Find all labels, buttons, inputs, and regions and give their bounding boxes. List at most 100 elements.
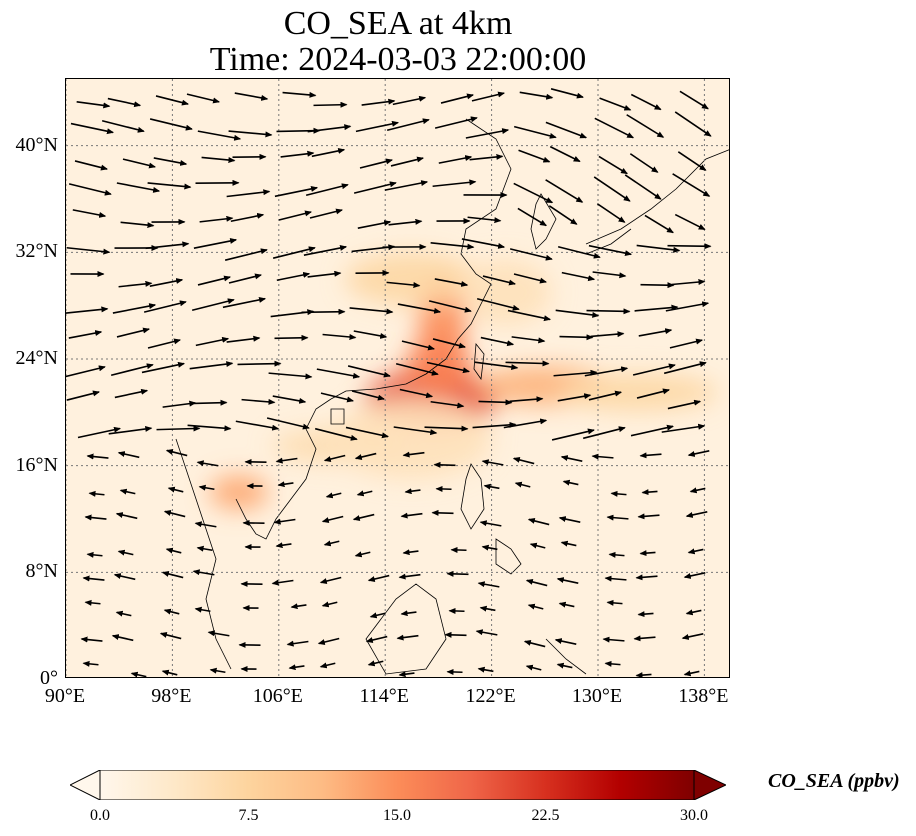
- wind-vector: [559, 334, 594, 341]
- colorbar-tick-label: 0.0: [90, 807, 110, 824]
- wind-vector: [86, 453, 109, 460]
- wind-vector: [84, 599, 101, 606]
- co-plume-8: [332, 399, 492, 479]
- wind-vector: [635, 672, 652, 677]
- wind-vector: [432, 179, 477, 188]
- wind-vector: [667, 243, 712, 250]
- wind-vector: [395, 362, 439, 376]
- wind-vector: [367, 660, 384, 667]
- wind-vector: [276, 271, 311, 282]
- wind-vector: [434, 278, 469, 287]
- lat-tick-label: 8°N: [25, 560, 58, 583]
- wind-vector: [361, 98, 396, 106]
- wind-vector: [72, 209, 107, 218]
- wind-vector: [222, 296, 267, 309]
- wind-vector: [307, 270, 342, 278]
- wind-vector: [687, 548, 704, 555]
- wind-vector: [434, 116, 478, 129]
- wind-vector: [167, 486, 184, 493]
- wind-vector: [116, 327, 150, 338]
- wind-vector: [606, 599, 623, 606]
- wind-vector: [553, 369, 598, 377]
- colorbar-gradient: [99, 770, 695, 800]
- wind-vector: [604, 575, 627, 582]
- wind-vector: [513, 182, 554, 204]
- wind-vector: [111, 634, 134, 642]
- wind-vector: [189, 361, 234, 370]
- wind-vector: [345, 426, 389, 439]
- wind-vector: [112, 303, 157, 314]
- wind-vector: [196, 545, 213, 552]
- wind-vector: [280, 150, 315, 158]
- wind-vector: [681, 633, 704, 640]
- wind-vector: [117, 549, 134, 556]
- wind-vector: [636, 244, 681, 253]
- lat-tick-label: 0°: [40, 667, 58, 689]
- wind-vector: [640, 282, 675, 289]
- wind-vector: [68, 183, 112, 196]
- wind-vector: [68, 330, 103, 339]
- wind-vector: [513, 125, 557, 139]
- colorbar-tick-label: 15.0: [383, 807, 411, 824]
- wind-vector: [352, 513, 375, 521]
- wind-vectors: [66, 88, 712, 677]
- wind-vector: [461, 238, 506, 249]
- wind-vector: [527, 603, 544, 610]
- co-plume-3: [558, 373, 718, 412]
- colorbar-label: CO_SEA (ppbv): [768, 770, 900, 792]
- wind-vector: [562, 479, 579, 486]
- wind-vector: [683, 670, 700, 677]
- wind-vector: [165, 547, 182, 554]
- lon-tick-label: 114°E: [359, 685, 409, 707]
- wind-vector: [444, 631, 467, 638]
- wind-vector: [598, 155, 628, 175]
- wind-vector: [529, 542, 546, 549]
- wind-vector: [349, 307, 394, 315]
- wind-vector: [191, 298, 235, 312]
- map-title-line2: Time: 2024-03-03 22:00:00: [209, 41, 587, 78]
- wind-vector: [226, 189, 271, 198]
- wind-vector: [237, 360, 282, 367]
- colorbar-tick-label: 7.5: [238, 807, 259, 824]
- wind-vector: [82, 575, 105, 582]
- lon-tick-label: 98°E: [151, 685, 192, 707]
- wind-vector: [113, 573, 136, 581]
- wind-vector: [149, 278, 184, 287]
- wind-vector: [110, 363, 154, 377]
- wind-vector: [369, 612, 386, 619]
- wind-vector: [325, 492, 342, 499]
- wind-vector: [235, 420, 280, 431]
- wind-vector: [386, 118, 430, 132]
- wind-vector: [320, 392, 355, 403]
- wind-vector: [634, 304, 679, 312]
- wind-vector: [505, 360, 550, 367]
- wind-vector: [689, 487, 706, 494]
- wind-vector: [582, 426, 626, 440]
- wind-vector: [303, 245, 348, 257]
- wind-vector: [195, 336, 230, 347]
- wind-vector: [234, 92, 269, 101]
- wind-vector: [321, 601, 338, 608]
- wind-vector: [630, 93, 662, 111]
- wind-vector: [478, 399, 513, 406]
- wind-vector: [193, 399, 228, 406]
- wind-vector: [588, 390, 623, 401]
- wind-vector: [469, 153, 504, 161]
- wind-vector: [367, 574, 390, 582]
- wind-vector: [122, 158, 157, 169]
- wind-vector: [474, 361, 519, 371]
- wind-vector: [525, 664, 542, 671]
- wind-vector: [476, 297, 520, 311]
- wind-vector: [475, 629, 498, 636]
- wind-vector: [602, 636, 625, 643]
- wind-vector: [149, 118, 193, 131]
- lon-tick-label: 90°E: [44, 685, 86, 707]
- wind-vector: [101, 119, 145, 133]
- wind-vector: [424, 425, 469, 432]
- wind-vector: [359, 158, 393, 169]
- wind-vector: [186, 93, 221, 104]
- wind-vector: [272, 395, 307, 404]
- wind-vector: [685, 609, 702, 616]
- wind-vector: [163, 509, 186, 518]
- wind-vector: [482, 275, 516, 286]
